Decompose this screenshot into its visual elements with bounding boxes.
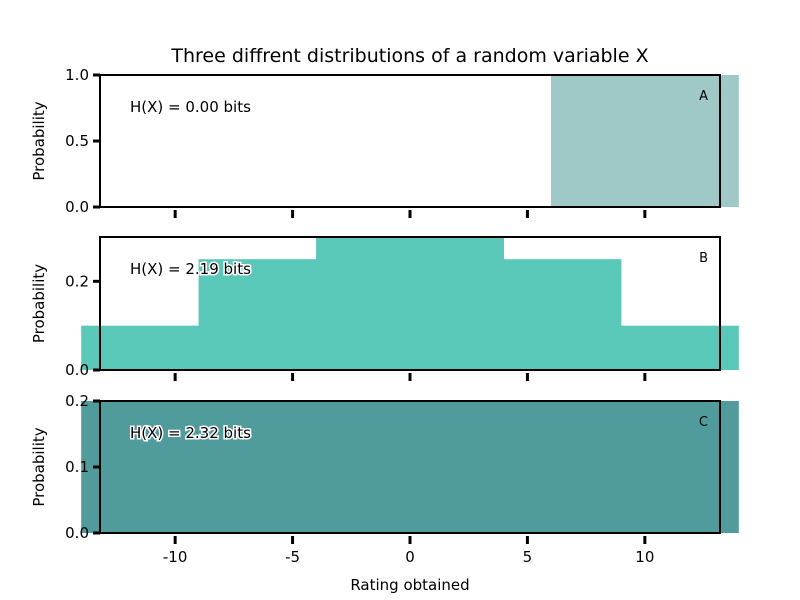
- y-tick-label: 0.1: [65, 458, 89, 476]
- x-tick-label: 10: [635, 548, 654, 566]
- y-tick-label: 0.2: [65, 272, 89, 290]
- chart-title: Three diffrent distributions of a random…: [170, 45, 648, 67]
- panel-b: 0.0 0.2 Probability H(X) = 2.19 bits B: [30, 236, 739, 381]
- panel-frame: [99, 236, 721, 371]
- panel-a: 0.0 0.5 1.0 Probability H(X) = 0.00 bits A: [30, 66, 739, 218]
- y-tick-label: 1.0: [65, 66, 89, 84]
- x-tick-label: 0: [405, 548, 415, 566]
- y-axis-label: Probability: [30, 264, 48, 343]
- x-tick-label: 5: [523, 548, 533, 566]
- x-axis-label: Rating obtained: [350, 576, 469, 594]
- bar-b-4: [550, 325, 739, 370]
- x-tick-label: -10: [163, 548, 188, 566]
- y-tick-label: 0.5: [65, 132, 89, 150]
- y-tick-label: 0.2: [65, 392, 89, 410]
- panel-letter: B: [699, 251, 708, 266]
- y-tick-label: 0.0: [65, 361, 89, 379]
- panel-letter: A: [699, 89, 708, 104]
- entropy-annotation: H(X) = 0.00 bits: [130, 98, 251, 116]
- bar-a-4: [550, 75, 739, 207]
- x-tick-label: -5: [285, 548, 300, 566]
- y-tick-label: 0.0: [65, 198, 89, 216]
- panel-letter: C: [699, 415, 708, 430]
- entropy-annotation: H(X) = 2.32 bits: [130, 424, 251, 442]
- entropy-annotation: H(X) = 2.19 bits: [130, 260, 251, 278]
- y-axis-label: Probability: [30, 427, 48, 506]
- bar-c-4: [550, 401, 739, 533]
- panel-c: 0.0 0.1 0.2 Probability H(X) = 2.32 bits C: [30, 392, 739, 544]
- y-axis-label: Probability: [30, 101, 48, 180]
- y-tick-label: 0.0: [65, 524, 89, 542]
